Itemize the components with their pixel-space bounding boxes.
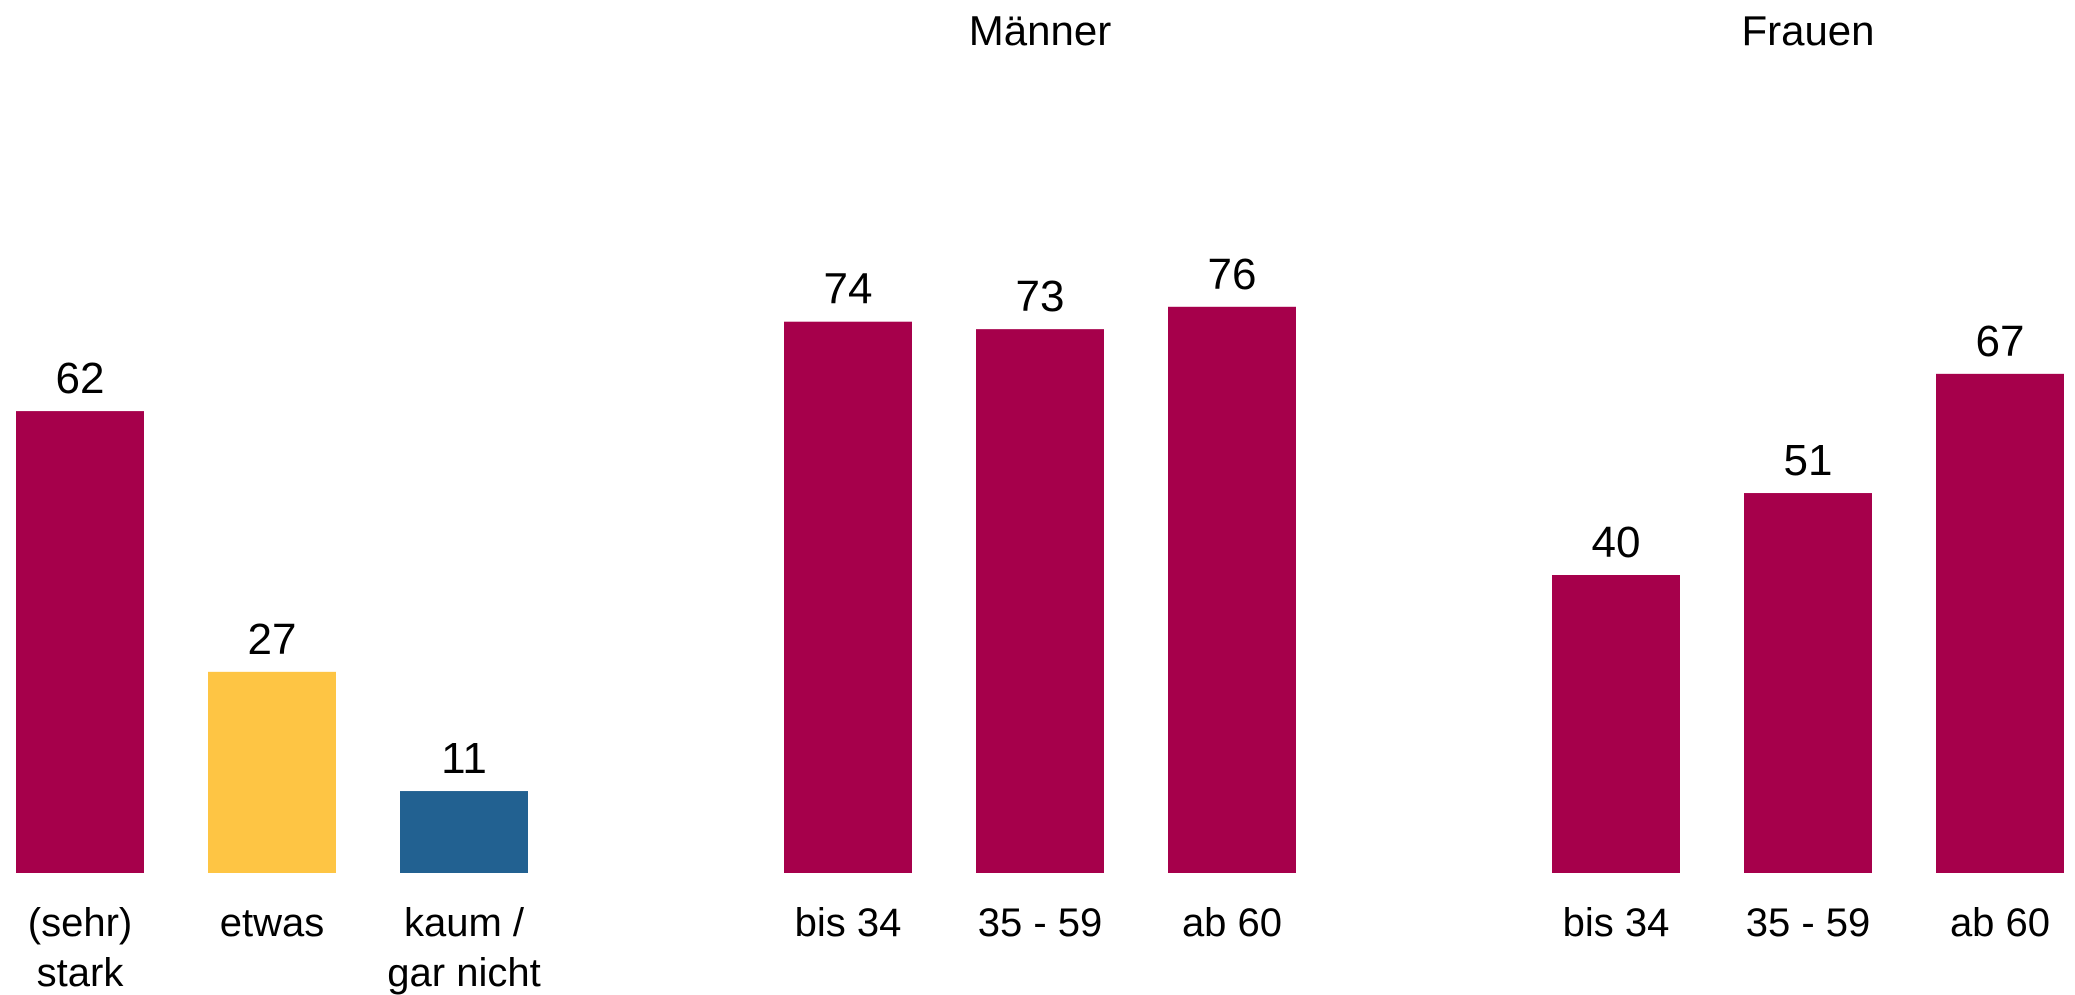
data-label: 67 xyxy=(1976,317,2025,366)
category-label-line: 35 - 59 xyxy=(1746,901,1871,945)
bar xyxy=(976,329,1104,873)
data-label: 62 xyxy=(56,354,105,403)
category-label-line: ab 60 xyxy=(1950,901,2050,945)
data-label: 40 xyxy=(1592,518,1641,567)
category-label-line: ab 60 xyxy=(1182,901,1282,945)
category-label-line: kaum / xyxy=(404,901,525,945)
category-label-line: bis 34 xyxy=(1563,901,1670,945)
category-label-line: etwas xyxy=(220,901,325,945)
data-label: 11 xyxy=(441,734,487,783)
category-label: 35 - 59 xyxy=(978,901,1103,945)
category-label: 35 - 59 xyxy=(1746,901,1871,945)
category-label: ab 60 xyxy=(1950,901,2050,945)
bar xyxy=(1744,493,1872,873)
data-label: 51 xyxy=(1784,436,1833,485)
data-label: 27 xyxy=(248,615,297,664)
data-label: 76 xyxy=(1208,250,1257,299)
category-label: kaum / gar nicht xyxy=(387,901,540,995)
bar xyxy=(400,791,528,873)
chart-title: Frauen xyxy=(1741,7,1874,54)
bar xyxy=(784,321,912,873)
category-label: bis 34 xyxy=(795,901,902,945)
bar xyxy=(1936,373,2064,873)
category-label: bis 34 xyxy=(1563,901,1670,945)
data-label: 74 xyxy=(824,265,873,314)
category-label: ab 60 xyxy=(1182,901,1282,945)
category-label-line: 35 - 59 xyxy=(978,901,1103,945)
chart-title: Männer xyxy=(969,7,1111,54)
category-label-line: bis 34 xyxy=(795,901,902,945)
bar xyxy=(1168,306,1296,873)
category-label-line: (sehr) xyxy=(28,901,132,945)
bar xyxy=(16,411,144,873)
category-label: (sehr) stark xyxy=(28,901,132,995)
category-label: etwas xyxy=(220,901,325,945)
data-label: 73 xyxy=(1016,272,1065,321)
bar xyxy=(1552,575,1680,873)
category-label-line: gar nicht xyxy=(387,951,540,995)
bar xyxy=(208,671,336,873)
category-label-line: stark xyxy=(37,951,125,995)
